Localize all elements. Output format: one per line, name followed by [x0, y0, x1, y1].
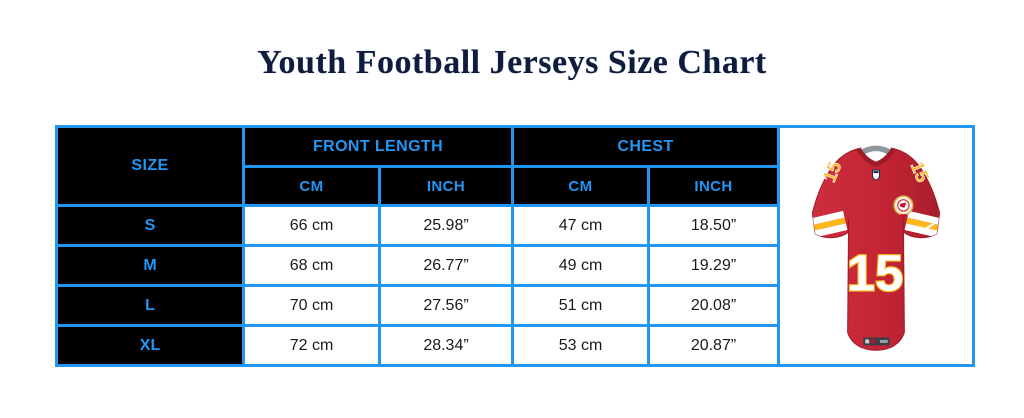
table-row-m: M 68 cm 26.77” 49 cm 19.29” [55, 244, 974, 287]
chest-inch-value: 19.29” [646, 244, 781, 287]
jersey-graphic: 15 15 15 [782, 128, 971, 364]
front-length-inch-value: 26.77” [378, 244, 514, 287]
nfl-shield-icon [872, 169, 880, 181]
front-length-header: FRONT LENGTH [242, 125, 514, 168]
chest-inch-header: INCH [646, 165, 781, 207]
chest-cm-value: 53 cm [511, 324, 650, 367]
front-length-inch-value: 25.98” [378, 204, 514, 247]
jock-tag [863, 337, 890, 346]
size-label: L [55, 284, 245, 327]
chest-cm-header: CM [511, 165, 650, 207]
collar-back [859, 145, 893, 156]
header-row-groups: SIZE FRONT LENGTH CHEST [55, 125, 976, 367]
vneck-trim [856, 147, 896, 167]
front-length-cm-value: 68 cm [242, 244, 381, 287]
front-length-cm-header: CM [242, 165, 381, 207]
size-chart-table: SIZE FRONT LENGTH CHEST [55, 125, 976, 367]
size-column-header: SIZE [55, 125, 245, 207]
chest-cm-value: 51 cm [511, 284, 650, 327]
size-label: S [55, 204, 245, 247]
chest-inch-value: 20.87” [646, 324, 781, 367]
team-patch-icon [893, 195, 914, 218]
size-label: M [55, 244, 245, 287]
chest-inch-value: 20.08” [646, 284, 781, 327]
front-length-cm-value: 66 cm [242, 204, 381, 247]
front-length-cm-value: 72 cm [242, 324, 381, 367]
front-length-cm-value: 70 cm [242, 284, 381, 327]
front-length-inch-header: INCH [378, 165, 514, 207]
table-row-xl: XL 72 cm 28.34” 53 cm 20.87” [55, 324, 974, 367]
front-length-inch-value: 28.34” [378, 324, 514, 367]
header-row-units: CM INCH CM INCH [57, 165, 974, 207]
page-title: Youth Football Jerseys Size Chart [257, 44, 767, 81]
size-label: XL [55, 324, 245, 367]
chest-number: 15 [847, 245, 904, 302]
chest-cm-value: 49 cm [511, 244, 650, 287]
chest-inch-value: 18.50” [646, 204, 781, 247]
table-row-s: S 66 cm 25.98” 47 cm 18.50” [55, 204, 974, 247]
red-jersey-illustration: 15 15 15 [811, 145, 941, 351]
nike-swoosh-icon [920, 221, 939, 232]
jersey-photo-cell: 15 15 15 [777, 125, 976, 367]
chest-header: CHEST [510, 125, 781, 168]
chest-cm-value: 47 cm [511, 204, 650, 247]
table-row-l: L 70 cm 27.56” 51 cm 20.08” [55, 284, 974, 327]
front-length-inch-value: 27.56” [378, 284, 514, 327]
